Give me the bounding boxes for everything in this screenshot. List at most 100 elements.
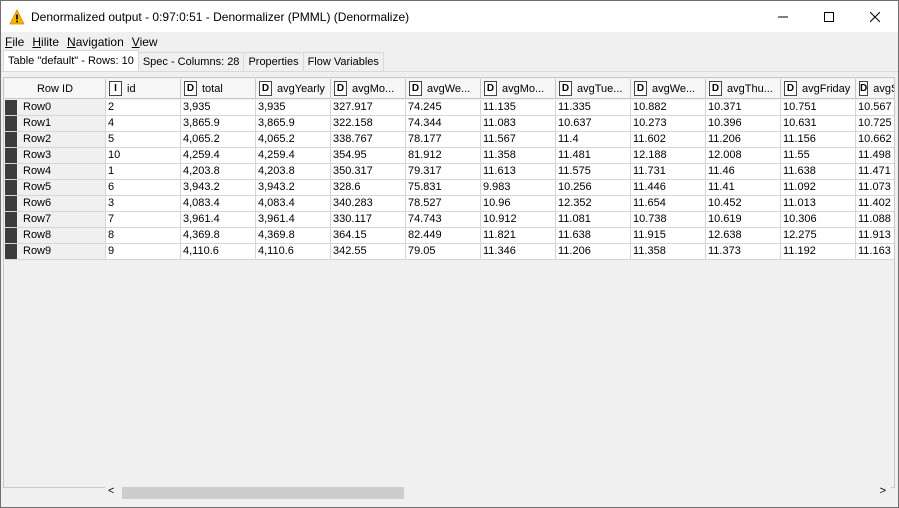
table-row[interactable]: Row1 4 3,865.9 3,865.9 322.158 74.344 11.083 10…: [5, 116, 894, 132]
table-cell[interactable]: 10.912: [481, 212, 556, 228]
table-cell[interactable]: 11.335: [556, 100, 631, 116]
table-cell[interactable]: 11.206: [706, 132, 781, 148]
table-row[interactable]: Row2 5 4,065.2 4,065.2 338.767 78.177 11.567 11…: [5, 132, 894, 148]
table-cell[interactable]: 11.638: [781, 164, 856, 180]
table-cell[interactable]: 6: [106, 180, 181, 196]
table-cell[interactable]: 74.245: [406, 100, 481, 116]
table-cell[interactable]: 10.371: [706, 100, 781, 116]
table-cell[interactable]: 10.738: [631, 212, 706, 228]
table-cell[interactable]: 11.073: [856, 180, 894, 196]
table-cell[interactable]: 350.317: [331, 164, 406, 180]
table-cell[interactable]: 10.452: [706, 196, 781, 212]
table-cell[interactable]: 11.206: [556, 244, 631, 260]
table-cell[interactable]: 327.917: [331, 100, 406, 116]
table-cell[interactable]: 354.95: [331, 148, 406, 164]
table-cell[interactable]: 12.008: [706, 148, 781, 164]
table-cell[interactable]: 10.637: [556, 116, 631, 132]
scrollbar-thumb[interactable]: [122, 487, 404, 499]
table-cell[interactable]: 11.088: [856, 212, 894, 228]
table-cell[interactable]: 78.177: [406, 132, 481, 148]
table-cell[interactable]: 4,369.8: [256, 228, 331, 244]
scroll-left-icon[interactable]: <: [108, 485, 115, 497]
table-row[interactable]: Row3 10 4,259.4 4,259.4 354.95 81.912 11.358 11…: [5, 148, 894, 164]
row-id-cell[interactable]: Row6: [5, 196, 106, 212]
table-cell[interactable]: 3,865.9: [256, 116, 331, 132]
table-cell[interactable]: 75.831: [406, 180, 481, 196]
table-cell[interactable]: 4,203.8: [256, 164, 331, 180]
table-cell[interactable]: 10.273: [631, 116, 706, 132]
table-row[interactable]: Row8 8 4,369.8 4,369.8 364.15 82.449 11.821 11.…: [5, 228, 894, 244]
row-id-cell[interactable]: Row4: [5, 164, 106, 180]
table-cell[interactable]: 3,943.2: [256, 180, 331, 196]
table-cell[interactable]: 10.256: [556, 180, 631, 196]
table-cell[interactable]: 4,203.8: [181, 164, 256, 180]
table-cell[interactable]: 11.915: [631, 228, 706, 244]
table-cell[interactable]: 4,083.4: [256, 196, 331, 212]
row-id-cell[interactable]: Row8: [5, 228, 106, 244]
table-cell[interactable]: 2: [106, 100, 181, 116]
table-cell[interactable]: 74.743: [406, 212, 481, 228]
table-cell[interactable]: 10.725: [856, 116, 894, 132]
table-cell[interactable]: 11.575: [556, 164, 631, 180]
table-cell[interactable]: 11.156: [781, 132, 856, 148]
table-cell[interactable]: 3,865.9: [181, 116, 256, 132]
table-cell[interactable]: 3,961.4: [256, 212, 331, 228]
table-cell[interactable]: 322.158: [331, 116, 406, 132]
table-cell[interactable]: 4,083.4: [181, 196, 256, 212]
row-id-cell[interactable]: Row3: [5, 148, 106, 164]
table-cell[interactable]: 11.731: [631, 164, 706, 180]
table-cell[interactable]: 10: [106, 148, 181, 164]
tab-properties[interactable]: Properties: [243, 52, 304, 71]
table-cell[interactable]: 4: [106, 116, 181, 132]
table-cell[interactable]: 11.471: [856, 164, 894, 180]
table-cell[interactable]: 11.654: [631, 196, 706, 212]
row-id-cell[interactable]: Row9: [5, 244, 106, 260]
table-cell[interactable]: 11.081: [556, 212, 631, 228]
table-row[interactable]: Row6 3 4,083.4 4,083.4 340.283 78.527 10.96 12.…: [5, 196, 894, 212]
table-cell[interactable]: 10.751: [781, 100, 856, 116]
table-cell[interactable]: 11.135: [481, 100, 556, 116]
close-button[interactable]: [852, 1, 898, 32]
table-cell[interactable]: 11.358: [481, 148, 556, 164]
menu-navigation[interactable]: Navigation: [67, 34, 124, 49]
table-row[interactable]: Row5 6 3,943.2 3,943.2 328.6 75.831 9.983 10.25…: [5, 180, 894, 196]
table-cell[interactable]: 4,259.4: [181, 148, 256, 164]
table-cell[interactable]: 11.41: [706, 180, 781, 196]
table-cell[interactable]: 11.602: [631, 132, 706, 148]
table-cell[interactable]: 5: [106, 132, 181, 148]
table-cell[interactable]: 12.352: [556, 196, 631, 212]
table-cell[interactable]: 79.317: [406, 164, 481, 180]
table-cell[interactable]: 11.402: [856, 196, 894, 212]
table-cell[interactable]: 3: [106, 196, 181, 212]
menu-file[interactable]: File: [5, 34, 25, 49]
table-cell[interactable]: 78.527: [406, 196, 481, 212]
table-cell[interactable]: 11.013: [781, 196, 856, 212]
table-row[interactable]: Row7 7 3,961.4 3,961.4 330.117 74.743 10.912 11…: [5, 212, 894, 228]
table-row[interactable]: Row9 9 4,110.6 4,110.6 342.55 79.05 11.346 11.2…: [5, 244, 894, 260]
table-cell[interactable]: 3,961.4: [181, 212, 256, 228]
table-cell[interactable]: 9.983: [481, 180, 556, 196]
table-cell[interactable]: 4,110.6: [181, 244, 256, 260]
table-cell[interactable]: 10.619: [706, 212, 781, 228]
table-cell[interactable]: 3,943.2: [181, 180, 256, 196]
table-cell[interactable]: 4,259.4: [256, 148, 331, 164]
table-cell[interactable]: 330.117: [331, 212, 406, 228]
row-id-cell[interactable]: Row5: [5, 180, 106, 196]
table-cell[interactable]: 11.346: [481, 244, 556, 260]
scroll-right-icon[interactable]: >: [879, 485, 886, 497]
table-cell[interactable]: 4,110.6: [256, 244, 331, 260]
table-cell[interactable]: 12.188: [631, 148, 706, 164]
table-row[interactable]: Row0 2 3,935 3,935 327.917 74.245 11.135 11.335…: [5, 100, 894, 116]
table-cell[interactable]: 11.613: [481, 164, 556, 180]
table-cell[interactable]: 11.55: [781, 148, 856, 164]
table-cell[interactable]: 10.882: [631, 100, 706, 116]
table-cell[interactable]: 3,935: [181, 100, 256, 116]
table-cell[interactable]: 11.638: [556, 228, 631, 244]
